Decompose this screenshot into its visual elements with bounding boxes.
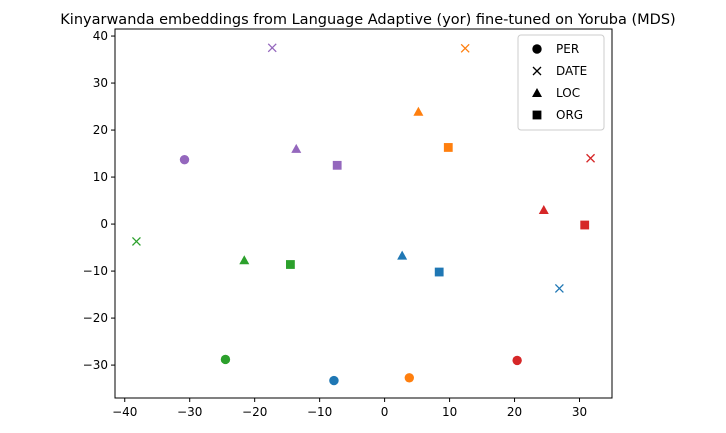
y-tick-label: 30	[93, 76, 108, 90]
data-point-square	[332, 160, 342, 170]
x-tick-label: −10	[307, 405, 332, 419]
data-point-square	[286, 260, 295, 269]
axes-frame	[114, 28, 613, 399]
data-point-circle	[329, 375, 339, 386]
y-axis: −30 −20 −10 0 10 20 30 40	[83, 29, 115, 372]
data-point-triangle	[413, 106, 424, 116]
y-tick-label: 10	[93, 170, 108, 184]
data-point-x	[460, 43, 470, 53]
legend-box	[517, 34, 605, 131]
y-tick-label: 0	[100, 217, 108, 231]
data-point-circle	[404, 373, 415, 383]
plot-area	[114, 28, 613, 399]
legend-triangle-icon	[532, 88, 542, 97]
legend-label: LOC	[556, 86, 580, 100]
legend-label: DATE	[556, 64, 587, 78]
data-point-circle	[512, 355, 522, 366]
legend-x-icon	[532, 66, 542, 76]
data-point-triangle	[538, 204, 549, 214]
data-point-x	[267, 43, 277, 53]
x-tick-label: −20	[242, 405, 267, 419]
y-tick-label: 40	[93, 29, 108, 43]
x-tick-label: 0	[381, 405, 389, 419]
data-point-square	[434, 267, 444, 277]
data-point-x	[554, 284, 564, 293]
data-point-triangle	[239, 255, 250, 265]
x-axis: −40 −30 −20 −10 0 10 20 30	[112, 398, 587, 419]
y-tick-label: −30	[83, 358, 108, 372]
legend-circle-icon	[532, 44, 542, 54]
y-tick-label: −10	[83, 264, 108, 278]
x-tick-label: 30	[572, 405, 587, 419]
data-point-circle	[179, 154, 190, 165]
legend-label: PER	[556, 42, 579, 56]
legend: PER DATE LOC ORG	[517, 34, 605, 131]
data-point-x	[586, 153, 596, 163]
x-tick-label: 20	[507, 405, 522, 419]
y-tick-label: −20	[83, 311, 108, 325]
chart-title: Kinyarwanda embeddings from Language Ada…	[60, 12, 675, 28]
data-point-square	[580, 220, 590, 230]
legend-label: ORG	[556, 108, 583, 122]
legend-square-icon	[532, 110, 542, 120]
x-tick-label: −30	[177, 405, 202, 419]
x-tick-label: −40	[112, 405, 137, 419]
data-point-circle	[220, 354, 231, 365]
data-point-x	[131, 237, 141, 246]
data-point-triangle	[397, 250, 408, 260]
y-tick-label: 20	[93, 123, 108, 137]
data-point-square	[443, 143, 453, 152]
data-points	[131, 43, 596, 386]
x-tick-label: 10	[442, 405, 457, 419]
data-point-triangle	[291, 143, 302, 153]
